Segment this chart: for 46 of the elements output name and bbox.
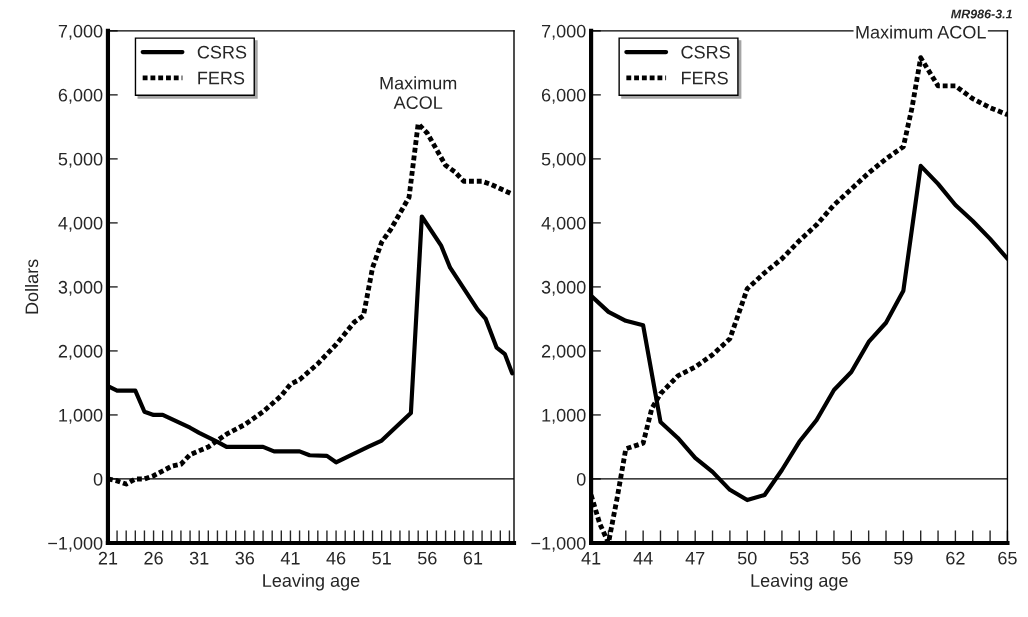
y-tick-label: 4,000 [58, 216, 103, 232]
x-tick-label: 51 [372, 551, 391, 565]
annotation: Maximum ACOL [856, 25, 986, 39]
y-tick-label: 1,000 [542, 408, 586, 424]
x-tick-label: 47 [685, 551, 705, 565]
y-tick-label: 7,000 [541, 24, 586, 40]
y-tick-label: 6,000 [58, 88, 103, 104]
y-tick-label: −1,000 [531, 536, 586, 552]
x-tick-label: 65 [998, 551, 1017, 565]
text: MR986-3.1 [950, 9, 1012, 19]
x-tick-label: 41 [280, 551, 300, 565]
y-tick-label: 5,000 [541, 152, 586, 168]
legend-label: FERS [198, 71, 245, 85]
y-tick-label: 4,000 [541, 216, 586, 232]
legend-label: CSRS [197, 45, 247, 59]
y-axis-title: Dollars [24, 259, 39, 314]
y-tick-label: 1,000 [59, 408, 103, 424]
y-tick-label: 2,000 [541, 344, 586, 360]
y-tick-label: 6,000 [541, 88, 586, 104]
y-tick-label: 0 [576, 472, 586, 486]
x-tick-label: 56 [417, 551, 437, 565]
y-tick-label: 0 [93, 472, 103, 486]
x-tick-label: 36 [235, 551, 255, 565]
x-tick-label: 59 [894, 551, 913, 565]
y-tick-label: 5,000 [58, 152, 103, 168]
y-tick-label: −1,000 [48, 536, 103, 552]
x-tick-label: 31 [189, 551, 209, 565]
x-axis-title: Leaving age [263, 573, 360, 591]
x-tick-label: 61 [463, 551, 483, 565]
x-tick-label: 50 [737, 551, 757, 565]
x-tick-label: 46 [326, 551, 346, 565]
x-tick-label: 26 [144, 551, 163, 565]
x-tick-label: 44 [633, 551, 653, 565]
x-tick-label: 41 [581, 551, 601, 565]
x-tick-label: 62 [946, 551, 965, 565]
y-tick-label: 7,000 [58, 24, 103, 40]
annotation: Maximum ACOL [380, 76, 457, 109]
y-tick-label: 3,000 [58, 280, 103, 296]
x-axis-title: Leaving age [751, 573, 848, 591]
y-tick-label: 2,000 [58, 344, 103, 360]
legend-label: CSRS [681, 45, 730, 59]
y-tick-label: 3,000 [541, 280, 586, 296]
legend-label: FERS [682, 71, 728, 85]
x-tick-label: 56 [841, 551, 861, 565]
x-tick-label: 21 [98, 551, 118, 565]
x-tick-label: 53 [789, 551, 809, 565]
